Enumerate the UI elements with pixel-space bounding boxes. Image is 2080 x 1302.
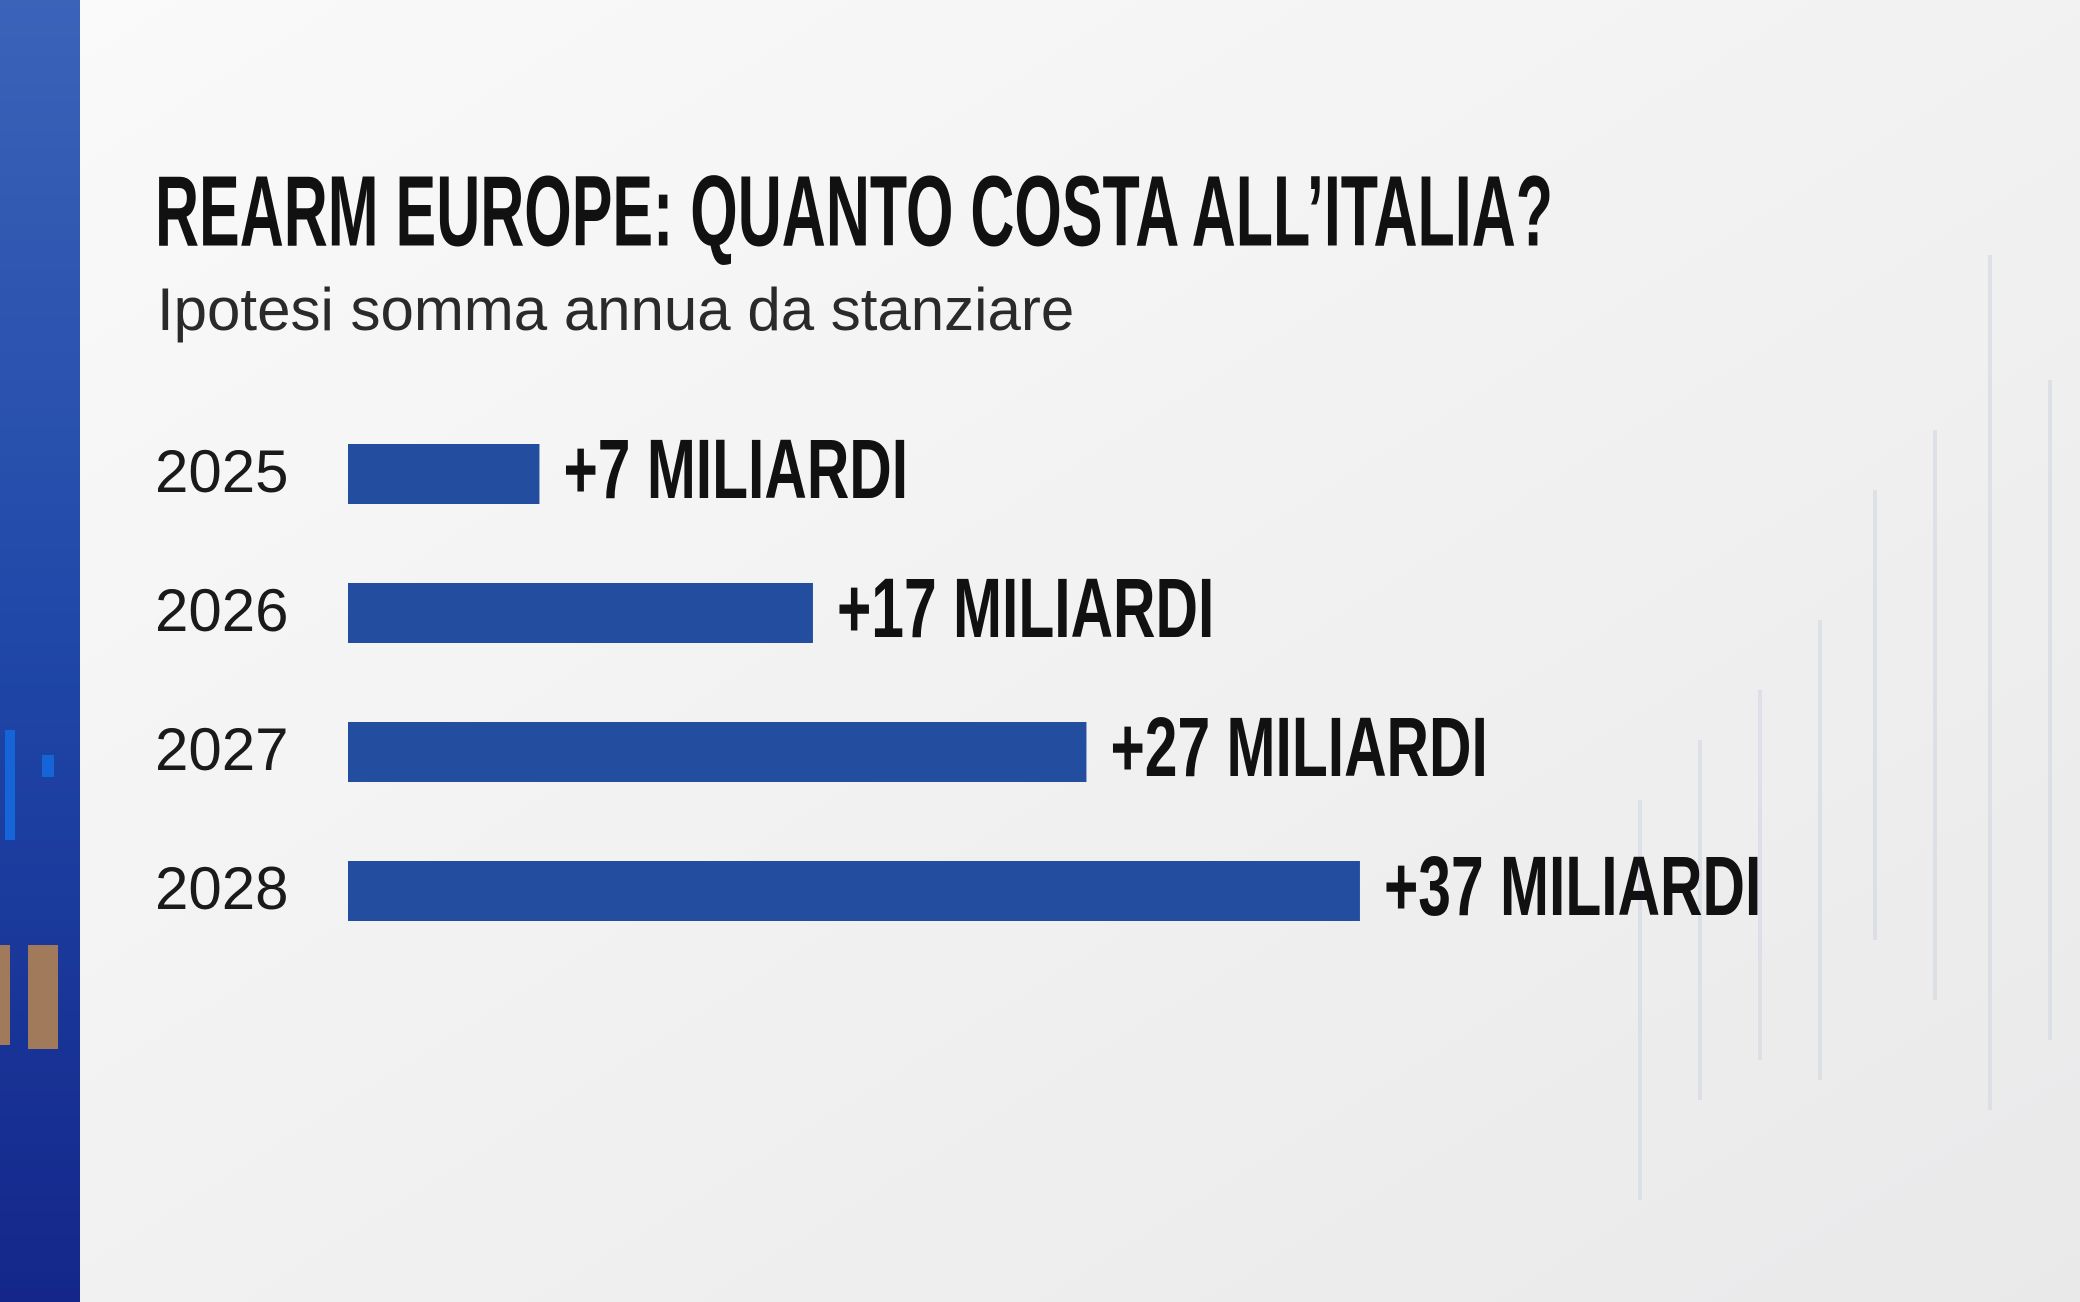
bar [348,583,813,643]
chart-title: REARM EUROPE: QUANTO COSTA ALL’ITALIA? [155,155,1553,267]
strip-decoration [28,945,58,1049]
side-strip [0,0,80,1302]
background-decoration [1638,255,2052,1200]
bar [348,722,1087,782]
value-label: +17 MILIARDI [837,562,1214,656]
category-label: 2026 [155,577,288,644]
strip-decoration [0,945,10,1045]
strip-decoration [42,755,54,777]
chart-subtitle: Ipotesi somma annua da stanziare [157,276,1074,343]
category-label: 2025 [155,438,288,505]
category-label: 2028 [155,855,288,922]
value-label: +7 MILIARDI [563,423,908,517]
value-label: +27 MILIARDI [1110,701,1487,795]
strip-decoration [5,730,15,840]
value-label: +37 MILIARDI [1384,840,1761,934]
bar [348,444,540,504]
category-label: 2027 [155,716,288,783]
bar [348,861,1360,921]
